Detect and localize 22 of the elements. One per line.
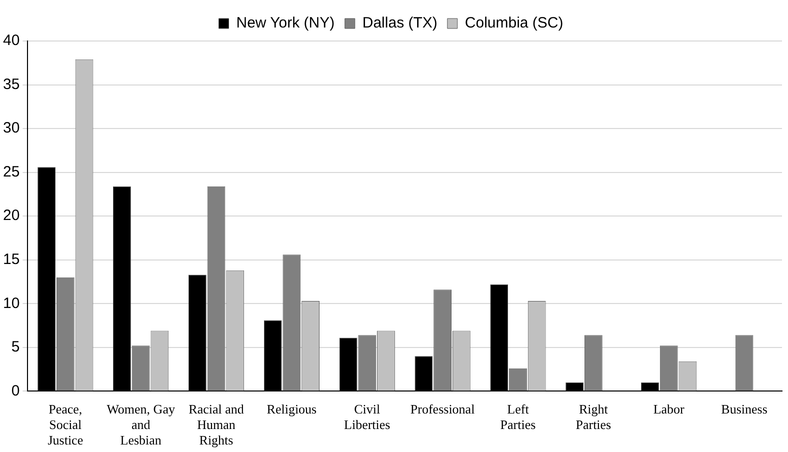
- y-tick-label: 30: [2, 120, 20, 137]
- y-tick-label: 40: [2, 32, 20, 50]
- y-tick-label: 20: [2, 207, 20, 224]
- x-tick-label: Racial and Human Rights: [188, 401, 244, 448]
- y-tick-label: 15: [2, 251, 20, 268]
- legend-label: New York (NY): [236, 14, 335, 32]
- x-tick-label: Women, Gay and Lesbian: [106, 401, 176, 448]
- legend-label: Dallas (TX): [362, 14, 438, 32]
- y-tick-label: 0: [11, 382, 20, 400]
- x-tick-label: Left Parties: [500, 401, 536, 432]
- x-tick-label: Civil Liberties: [344, 401, 390, 432]
- y-tick-label: 5: [11, 338, 20, 356]
- x-tick-label: Right Parties: [576, 401, 612, 432]
- legend-label: Columbia (SC): [464, 14, 564, 32]
- y-tick-label: 35: [2, 76, 20, 93]
- x-tick-label: Professional: [410, 401, 476, 416]
- x-tick-label: Business: [721, 401, 768, 416]
- x-tick-label: Peace, Social Justice: [48, 401, 84, 448]
- y-tick-label: 10: [2, 294, 20, 312]
- x-tick-label: Religious: [266, 401, 317, 416]
- y-tick-label: 25: [2, 163, 20, 180]
- x-tick-label: Labor: [653, 401, 686, 416]
